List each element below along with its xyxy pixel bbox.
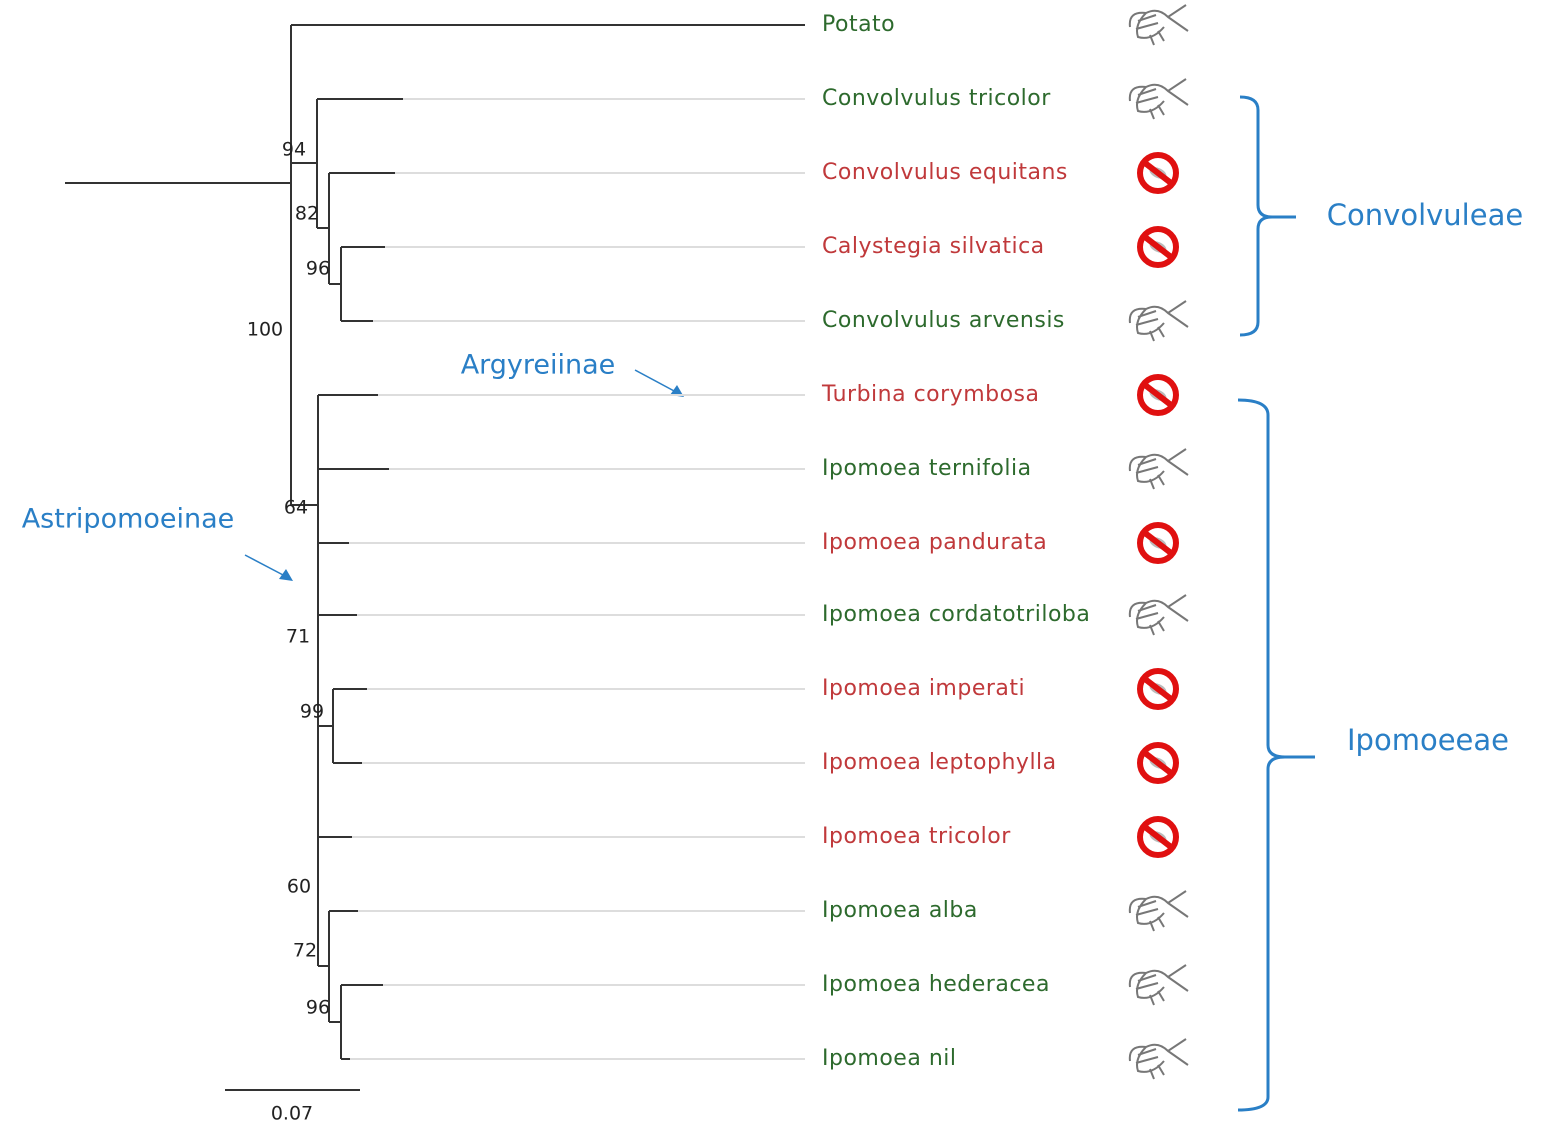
bootstrap-label: 94 bbox=[282, 139, 306, 161]
taxon-label: Convolvulus arvensis bbox=[822, 308, 1065, 333]
bootstrap-label: 99 bbox=[300, 701, 324, 723]
taxon-label: Ipomoea cordatotriloba bbox=[822, 602, 1090, 627]
blocked-slash bbox=[1145, 237, 1171, 257]
blocked-slash bbox=[1145, 163, 1171, 183]
bootstrap-label: 96 bbox=[306, 258, 330, 280]
arrow bbox=[245, 555, 285, 576]
insect-icon bbox=[1130, 79, 1188, 119]
insect-icon bbox=[1130, 5, 1188, 45]
taxon-icon bbox=[1130, 595, 1188, 635]
subgroup-label: Astripomoeinae bbox=[22, 504, 235, 535]
bootstrap-label: 100 bbox=[247, 319, 283, 341]
taxon-icon bbox=[1130, 5, 1188, 45]
blocked-slash bbox=[1145, 679, 1171, 699]
taxon-label: Ipomoea imperati bbox=[822, 676, 1025, 701]
group-label: Ipomoeeae bbox=[1347, 723, 1509, 757]
taxon-icon bbox=[1130, 449, 1188, 489]
taxon-icon bbox=[1140, 229, 1176, 265]
taxon-label: Ipomoea leptophylla bbox=[822, 750, 1057, 775]
bootstrap-label: 82 bbox=[295, 203, 319, 225]
taxon-icon bbox=[1140, 377, 1176, 413]
taxon-label: Ipomoea alba bbox=[822, 898, 978, 923]
bracket bbox=[1240, 97, 1296, 335]
taxon-label: Ipomoea ternifolia bbox=[822, 456, 1032, 481]
taxon-icon bbox=[1140, 525, 1176, 561]
phylogenetic-tree: 0.07 Convolvuleae Ipomoeeae Argyreiinae … bbox=[0, 0, 1552, 1132]
bootstrap-label: 72 bbox=[293, 940, 317, 962]
taxon-icon bbox=[1130, 79, 1188, 119]
tree-branches bbox=[65, 25, 341, 1059]
taxon-label: Ipomoea nil bbox=[822, 1046, 956, 1071]
taxon-icon bbox=[1140, 745, 1176, 781]
blocked-slash bbox=[1145, 827, 1171, 847]
insect-icon bbox=[1130, 301, 1188, 341]
taxon-label: Calystegia silvatica bbox=[822, 234, 1045, 259]
taxon-label: Convolvulus tricolor bbox=[822, 86, 1051, 111]
bootstrap-label: 60 bbox=[287, 876, 311, 898]
taxon-icon bbox=[1130, 965, 1188, 1005]
insect-icon bbox=[1130, 595, 1188, 635]
group-label: Convolvuleae bbox=[1327, 198, 1523, 232]
arrow bbox=[635, 370, 676, 392]
arrow-head bbox=[279, 569, 293, 581]
bracket bbox=[1238, 400, 1315, 1110]
blocked-slash bbox=[1145, 753, 1171, 773]
taxon-icon bbox=[1140, 671, 1176, 707]
blocked-slash bbox=[1145, 533, 1171, 553]
taxon-icon bbox=[1130, 891, 1188, 931]
taxon-icon bbox=[1140, 155, 1176, 191]
taxon-label: Convolvulus equitans bbox=[822, 160, 1068, 185]
taxon-label: Ipomoea hederacea bbox=[822, 972, 1050, 997]
taxon-icon bbox=[1140, 819, 1176, 855]
bootstrap-label: 96 bbox=[306, 997, 330, 1019]
taxon-label: Ipomoea pandurata bbox=[822, 530, 1047, 555]
insect-icon bbox=[1130, 1039, 1188, 1079]
scale-label: 0.07 bbox=[271, 1103, 313, 1125]
insect-icon bbox=[1130, 891, 1188, 931]
taxon-icon bbox=[1130, 301, 1188, 341]
taxon-label: Ipomoea tricolor bbox=[822, 824, 1011, 849]
taxon-label: Potato bbox=[822, 12, 895, 37]
blocked-slash bbox=[1145, 385, 1171, 405]
bootstrap-label: 64 bbox=[284, 497, 308, 519]
bootstrap-label: 71 bbox=[286, 626, 310, 648]
taxon-icon bbox=[1130, 1039, 1188, 1079]
insect-icon bbox=[1130, 449, 1188, 489]
insect-icon bbox=[1130, 965, 1188, 1005]
taxon-label: Turbina corymbosa bbox=[821, 382, 1040, 407]
subgroup-label: Argyreiinae bbox=[461, 350, 616, 381]
